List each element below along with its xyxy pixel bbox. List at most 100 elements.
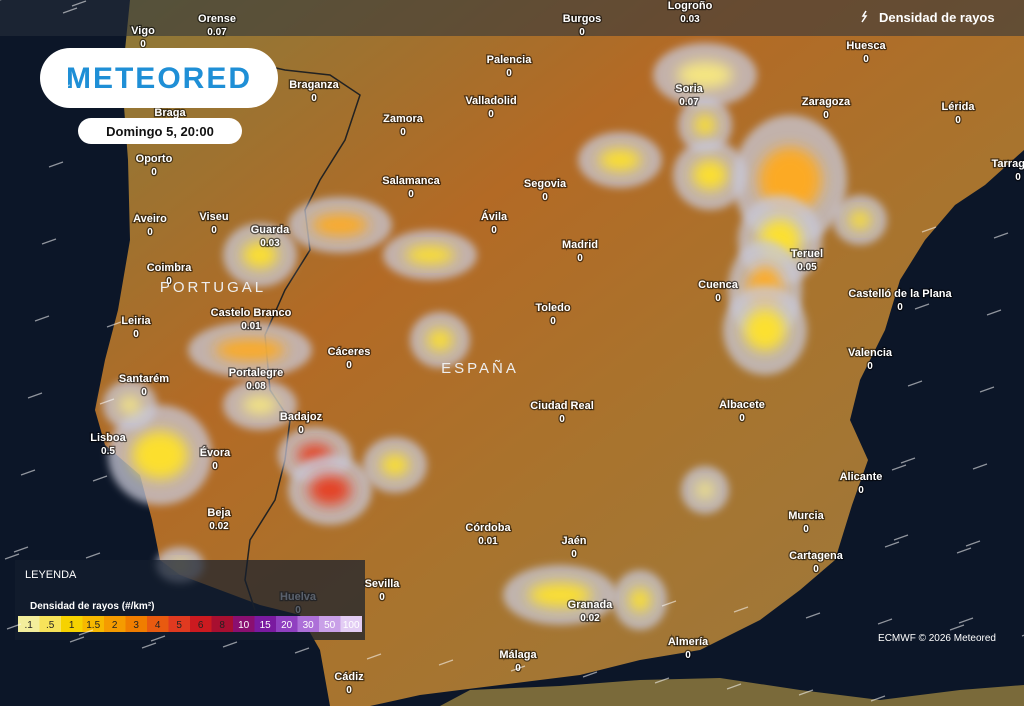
legend-label: 6	[198, 620, 204, 631]
lightning-layer	[103, 43, 887, 630]
city-name: Zamora	[383, 113, 424, 125]
wind-streak	[893, 534, 909, 541]
wind-streak	[654, 677, 670, 684]
city-name: Coimbra	[147, 262, 193, 274]
legend-label: 3	[133, 620, 139, 631]
city-name: Valladolid	[465, 95, 516, 107]
city-name: Burgos	[563, 13, 602, 25]
wind-streak	[13, 546, 29, 553]
city-value: 0	[715, 293, 721, 304]
city-value: 0	[1015, 172, 1021, 183]
wind-streak	[921, 226, 937, 233]
city-value: 0	[739, 413, 745, 424]
wind-streak	[972, 463, 988, 470]
city-name: Braganza	[289, 79, 339, 91]
city-name: Santarém	[119, 373, 169, 385]
country-label: PORTUGAL	[160, 279, 266, 296]
city-value: 0	[140, 39, 146, 50]
city-name: Murcia	[788, 510, 824, 522]
legend-swatch	[297, 616, 319, 632]
wind-streak	[366, 653, 382, 660]
city-name: Cuenca	[698, 279, 739, 291]
city-name: Tarragona	[992, 158, 1024, 170]
lightning-core	[132, 431, 188, 479]
legend-label: 1.5	[86, 620, 100, 631]
lightning-core	[381, 454, 409, 476]
city-name: Évora	[200, 446, 231, 459]
wind-streak	[900, 457, 916, 464]
city-value: 0	[858, 485, 864, 496]
city-value: 0	[506, 68, 512, 79]
wind-streak	[222, 641, 238, 648]
city-value: 0	[955, 115, 961, 126]
legend-swatch	[18, 616, 40, 632]
city-value: 0	[542, 192, 548, 203]
city-name: Lisboa	[90, 432, 126, 444]
city-value: 0	[141, 387, 147, 398]
wind-streak	[965, 540, 981, 547]
wind-streak	[661, 600, 677, 607]
lightning-core	[849, 211, 871, 229]
lightning-core	[692, 160, 728, 190]
city-value: 0	[147, 227, 153, 238]
legend-label: 1	[69, 620, 75, 631]
wind-streak	[69, 636, 85, 643]
city-name: Aveiro	[133, 213, 167, 225]
city-value: 0	[211, 225, 217, 236]
wind-streak	[733, 606, 749, 613]
city-value: 0	[897, 302, 903, 313]
city-value: 0.07	[207, 27, 227, 38]
wind-streak	[20, 469, 36, 476]
wind-streak	[34, 315, 50, 322]
city-value: 0	[379, 592, 385, 603]
wind-streak	[99, 398, 115, 405]
wind-streak	[294, 647, 310, 654]
wind-streak	[877, 618, 893, 625]
legend-label: 100	[343, 620, 360, 631]
legend-label: 10	[238, 620, 250, 631]
legend-swatch	[61, 616, 83, 632]
city-name: Portalegre	[229, 367, 283, 379]
city-name: Ávila	[481, 210, 508, 223]
africa-land	[440, 678, 1024, 706]
city-value: 0	[863, 54, 869, 65]
city-name: Jaén	[561, 535, 586, 547]
wind-streak	[958, 617, 974, 624]
lightning-core	[427, 329, 453, 351]
city-name: Zaragoza	[802, 96, 851, 108]
lightning-core	[312, 214, 368, 236]
city-value: 0	[823, 110, 829, 121]
city-value: 0	[400, 127, 406, 138]
country-label: ESPAÑA	[441, 360, 519, 377]
legend-label: .1	[25, 620, 34, 631]
city-value: 0.03	[260, 238, 280, 249]
city-value: 0	[488, 109, 494, 120]
city-value: 0	[559, 414, 565, 425]
logo[interactable]: METEORED	[40, 48, 278, 108]
city-name: Cáceres	[328, 346, 371, 358]
wind-streak	[106, 321, 122, 328]
wind-streak	[798, 689, 814, 696]
city-value: 0	[577, 253, 583, 264]
city-name: Oporto	[136, 153, 173, 165]
lightning-core	[599, 149, 641, 171]
city-value: 0	[408, 189, 414, 200]
wind-streak	[150, 635, 166, 642]
wind-streak	[956, 547, 972, 554]
city-name: Castelló de la Plana	[848, 288, 952, 300]
city-value: 0.5	[101, 446, 115, 457]
wind-streak	[986, 309, 1002, 316]
legend-swatch	[319, 616, 341, 632]
city-value: 0	[311, 93, 317, 104]
wind-streak	[6, 623, 22, 630]
city-value: 0	[133, 329, 139, 340]
city-name: Lérida	[941, 101, 975, 113]
city-name: Huesca	[846, 40, 886, 52]
legend-label: 30	[303, 620, 315, 631]
city-value: 0	[298, 425, 304, 436]
city-name: Ciudad Real	[530, 400, 594, 412]
wind-streak	[48, 161, 64, 168]
legend-label: 2	[112, 620, 118, 631]
lightning-core	[528, 583, 592, 607]
